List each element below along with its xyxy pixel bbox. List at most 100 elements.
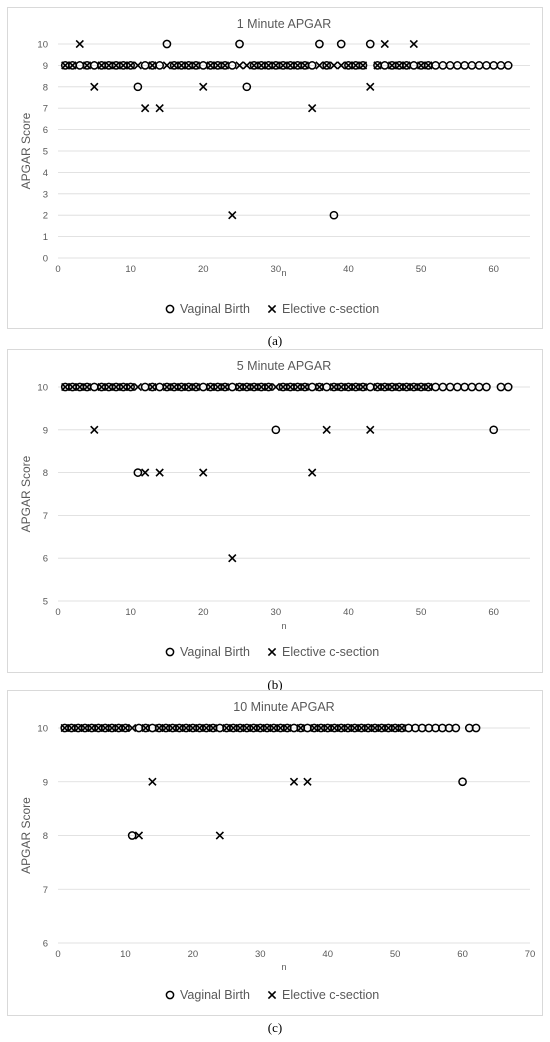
x-tick-label: 50 [416,264,427,275]
data-point-elective-c-section [154,723,164,733]
data-point-elective-c-section [61,61,70,70]
legend-entry: Vaginal Birth [180,988,250,1002]
legend-entry: Elective c-section [282,302,379,316]
x-tick-label: 10 [125,607,136,618]
y-tick-label: 10 [37,40,48,51]
data-point-elective-c-section [199,468,208,477]
y-tick-label: 9 [43,425,48,436]
data-point-elective-c-section [315,382,324,392]
data-point-elective-c-section [424,382,433,392]
x-tick-label: 50 [416,607,427,618]
data-point-elective-c-section [119,382,128,392]
data-point-vaginal-birth [133,468,143,477]
legend: Vaginal Birth Elective c-section [165,645,379,659]
data-point-vaginal-birth [162,39,172,49]
data-point-elective-c-section [206,61,215,70]
data-point-elective-c-section [148,777,157,786]
chart-1-minute-apgar: 0 1 2 3 4 5 6 7 8 9 10 0 10 20 30 40 50 60 1 Minute APGAR n… [19,17,530,316]
y-tick-label: 6 [43,554,48,565]
data-point-vaginal-birth [336,39,346,49]
data-point-elective-c-section [409,39,418,49]
x-tick-label: 70 [525,949,536,960]
data-point-elective-c-section [264,382,273,392]
legend-entry: Elective c-section [282,645,379,659]
data-point-elective-c-section [323,723,332,733]
data-point-elective-c-section [148,382,157,392]
y-tick-label: 0 [43,254,48,265]
x-axis-label: n [281,962,286,972]
data-point-elective-c-section [337,723,346,733]
data-point-elective-c-section [90,82,99,91]
data-point-elective-c-section [397,723,407,733]
data-point-elective-c-section [162,61,172,70]
legend: Vaginal Birth Elective c-section [165,988,379,1002]
y-tick-label: 8 [43,831,48,842]
data-point-elective-c-section [111,382,121,392]
data-point-elective-c-section [114,723,123,733]
data-point-elective-c-section [283,723,292,733]
data-point-elective-c-section [220,61,230,70]
data-point-vaginal-birth [315,39,324,49]
y-tick-label: 9 [43,61,48,72]
data-point-elective-c-section [199,82,208,91]
data-point-elective-c-section [133,382,143,392]
data-point-elective-c-section [322,61,331,70]
data-point-elective-c-section [213,61,222,70]
data-point-elective-c-section [300,61,310,70]
series-x [60,723,407,840]
data-point-elective-c-section [128,723,137,733]
y-tick-label: 8 [43,82,48,93]
chart-title: 5 Minute APGAR [237,359,332,373]
data-point-elective-c-section [380,39,389,49]
data-point-vaginal-birth [451,723,461,733]
data-point-elective-c-section [387,61,397,70]
data-point-elective-c-section [424,61,433,70]
data-point-elective-c-section [366,82,375,91]
data-point-elective-c-section [249,723,258,733]
y-axis-label: APGAR Score [19,112,33,189]
x-tick-label: 40 [343,607,354,618]
data-point-elective-c-section [366,425,375,434]
data-point-elective-c-section [350,723,359,733]
data-point-elective-c-section [387,382,397,392]
y-tick-label: 7 [43,885,48,896]
data-point-elective-c-section [269,723,278,733]
data-point-vaginal-birth [489,425,499,435]
data-point-elective-c-section [307,468,317,477]
y-tick-label: 10 [37,383,48,394]
data-point-elective-c-section [409,382,418,392]
y-tick-label: 8 [43,468,48,479]
data-point-elective-c-section [315,61,324,70]
data-point-elective-c-section [257,382,266,392]
x-tick-label: 0 [55,264,60,275]
data-point-elective-c-section [177,382,186,392]
data-point-elective-c-section [74,723,83,733]
data-point-elective-c-section [134,831,144,840]
x-tick-label: 30 [271,607,282,618]
data-point-elective-c-section [242,723,251,733]
y-tick-label: 4 [43,168,48,179]
data-point-elective-c-section [101,723,110,733]
data-point-elective-c-section [161,723,171,733]
data-point-vaginal-birth [329,210,339,220]
data-point-elective-c-section [206,382,215,392]
data-point-elective-c-section [67,723,76,733]
data-point-elective-c-section [126,382,135,392]
data-point-elective-c-section [329,61,339,70]
data-point-elective-c-section [104,61,113,70]
data-point-elective-c-section [111,61,121,70]
x-tick-label: 10 [120,949,131,960]
data-point-elective-c-section [395,382,404,392]
data-point-elective-c-section [390,723,400,733]
data-point-vaginal-birth [264,382,273,392]
data-point-elective-c-section [202,723,211,733]
data-point-elective-c-section [300,382,310,392]
data-point-elective-c-section [262,723,272,733]
y-tick-label: 5 [43,597,48,608]
x-axis-label: n [281,621,286,631]
data-point-elective-c-section [380,382,389,392]
chart-panel-a: 0 1 2 3 4 5 6 7 8 9 10 0 10 20 30 40 50 60 1 Minute APGAR n… [7,7,543,329]
data-point-elective-c-section [286,382,295,392]
x-tick-label: 20 [198,607,209,618]
data-point-elective-c-section [170,382,179,392]
